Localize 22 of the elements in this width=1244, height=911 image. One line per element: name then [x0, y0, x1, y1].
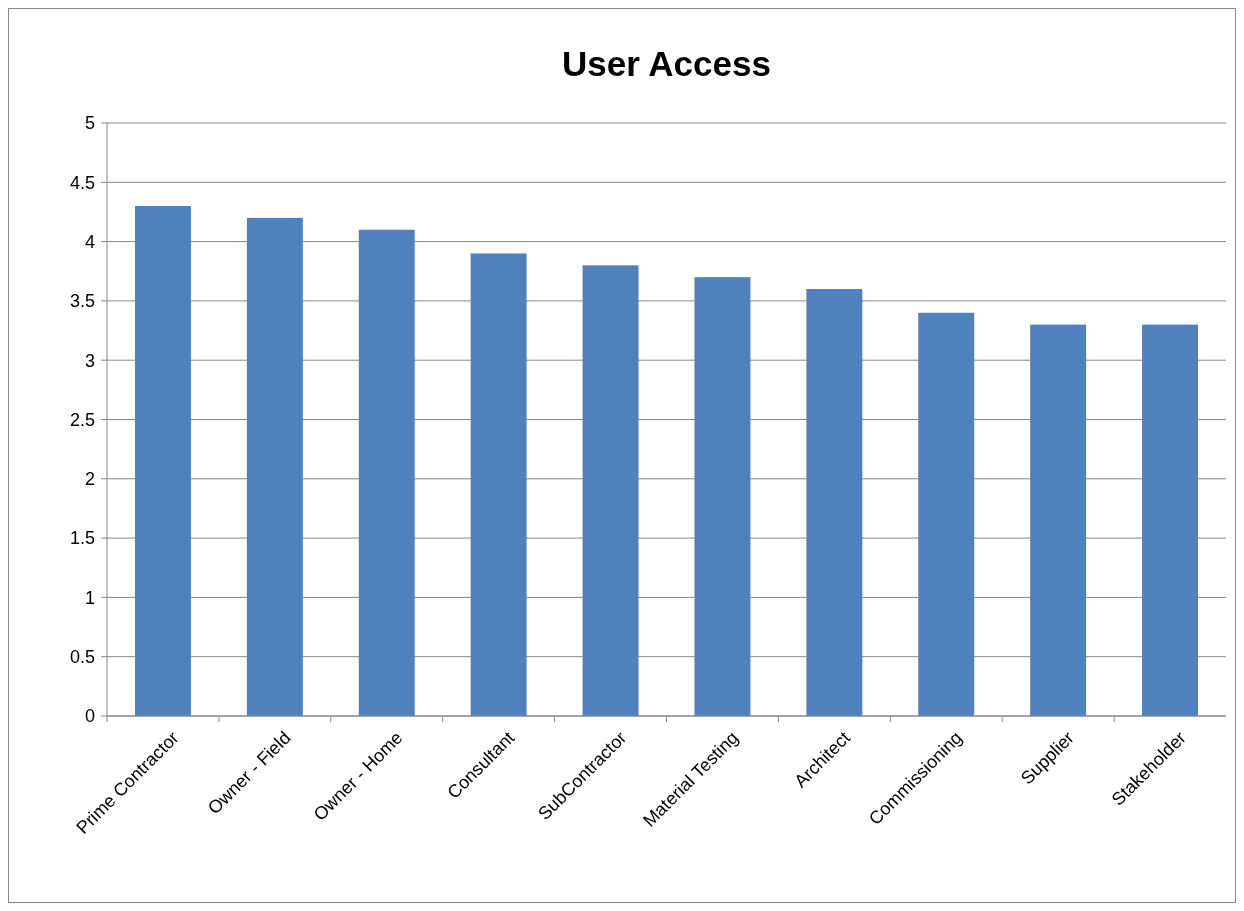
y-tick-label: 2.5 [69, 409, 95, 430]
chart-title: User Access [562, 44, 771, 83]
y-tick-label: 2 [84, 469, 95, 490]
bar [582, 265, 639, 716]
y-tick-label: 3.5 [69, 291, 95, 312]
bar [806, 289, 863, 716]
y-tick-label: 4.5 [69, 172, 95, 193]
bar [1030, 324, 1087, 716]
bar [358, 229, 415, 716]
bar [134, 206, 191, 716]
bar [918, 312, 975, 716]
bar [470, 253, 527, 716]
y-tick-label: 1 [84, 587, 95, 608]
y-tick-label: 0 [84, 706, 95, 727]
y-tick-label: 1.5 [69, 528, 95, 549]
y-tick-label: 0.5 [69, 647, 95, 667]
y-tick-label: 4 [84, 231, 95, 252]
bar [246, 217, 303, 716]
y-tick-label: 5 [84, 113, 95, 134]
y-tick-label: 3 [84, 350, 95, 371]
bar [1142, 324, 1199, 716]
bar [694, 277, 751, 716]
